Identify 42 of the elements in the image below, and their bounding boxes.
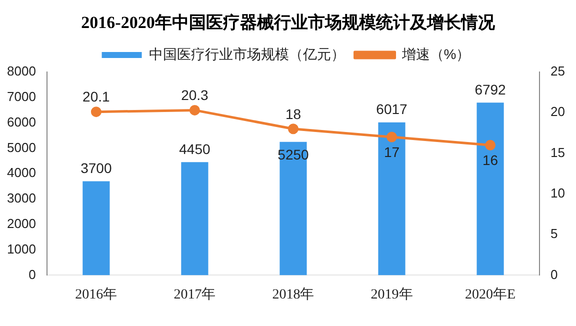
x-tick-label: 2019年 (370, 286, 413, 302)
y2-tick-label: 0 (550, 266, 558, 282)
data-label: 16 (482, 152, 498, 168)
point (189, 104, 200, 116)
legend-label: 增速（%） (400, 46, 470, 62)
data-label: 20.3 (181, 87, 209, 104)
y-tick-label: 4000 (7, 165, 36, 180)
bar (476, 102, 504, 276)
data-label: 4450 (179, 141, 210, 158)
chart-title: 2016-2020年中国医疗器械行业市场规模统计及增长情况 (80, 12, 496, 34)
y-tick-label: 8000 (7, 64, 36, 79)
y-tick-label: 7000 (7, 88, 36, 104)
y2-tick-label: 25 (550, 64, 566, 79)
data-label: 18 (285, 106, 302, 122)
x-tick-label: 2017年 (174, 286, 216, 302)
bar (280, 142, 307, 276)
point (485, 140, 496, 150)
bar (378, 122, 406, 276)
point (90, 106, 102, 118)
x-tick-label: 2018年 (272, 286, 314, 302)
y-tick-label: 1000 (7, 241, 36, 256)
y-tick-label: 6000 (7, 114, 36, 130)
y-tick-label: 0 (28, 266, 36, 282)
x-tick-label: 2016年 (75, 286, 118, 302)
legend-label: 中国医疗行业市场规模（亿元） (148, 46, 345, 62)
y2-tick-label: 10 (550, 186, 566, 200)
bar (181, 162, 208, 276)
point (386, 132, 398, 142)
y2-tick-label: 20 (550, 104, 566, 120)
point (288, 124, 298, 134)
y2-tick-label: 5 (550, 226, 558, 242)
y-tick-label: 3000 (7, 190, 36, 206)
data-label: 20.1 (82, 88, 110, 105)
x-tick-label: 2020年E (464, 286, 516, 302)
y-tick-label: 5000 (7, 140, 36, 155)
data-label: 6792 (474, 82, 506, 98)
data-label: 17 (384, 144, 400, 160)
y-tick-label: 2000 (7, 216, 36, 231)
data-label: 3700 (80, 160, 112, 176)
bar (82, 181, 110, 276)
y2-tick-label: 15 (550, 144, 566, 160)
data-label: 6017 (376, 101, 408, 118)
